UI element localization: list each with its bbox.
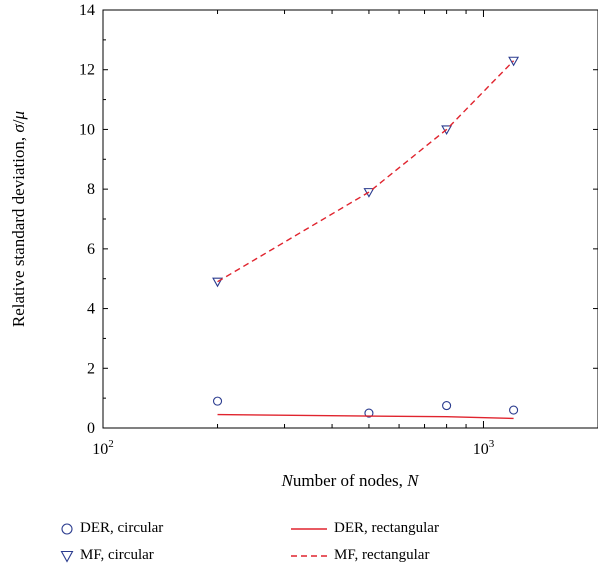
y-tick-label: 14 — [79, 2, 95, 19]
series-line-3 — [217, 60, 515, 283]
legend-swatch — [291, 527, 327, 530]
y-axis-label: Relative standard deviation, σ/μ — [9, 111, 28, 327]
y-tick-label: 0 — [87, 420, 95, 437]
legend-swatch — [60, 550, 74, 563]
y-tick-label: 10 — [79, 121, 95, 138]
legend-label: DER, rectangular — [334, 520, 439, 536]
y-tick-label: 2 — [87, 360, 95, 377]
legend-swatch — [291, 554, 327, 557]
data-point — [508, 56, 520, 67]
legend-label: MF, rectangular — [334, 547, 430, 563]
legend-label: MF, circular — [80, 547, 154, 563]
x-tick-label: 103 — [473, 438, 495, 458]
y-tick-label: 8 — [87, 181, 95, 198]
data-point — [442, 401, 452, 411]
data-point — [363, 188, 375, 198]
y-tick-label: 6 — [87, 241, 95, 258]
y-tick-label: 4 — [87, 301, 95, 318]
series-line-2 — [217, 413, 514, 420]
legend-item: DER, circular — [60, 519, 163, 537]
data-point — [441, 125, 453, 136]
data-point — [509, 405, 519, 415]
legend-label: DER, circular — [80, 520, 164, 536]
legend-item: MF, rectangular — [290, 546, 429, 564]
data-point — [212, 396, 223, 406]
legend-item: MF, circular — [60, 546, 154, 564]
data-point — [212, 277, 223, 288]
y-tick-label: 12 — [79, 62, 95, 79]
x-tick-label: 102 — [92, 438, 114, 458]
x-axis-label: Number of nodes, N — [281, 471, 421, 490]
legend-swatch — [61, 523, 73, 535]
data-point — [364, 408, 374, 418]
legend-item: DER, rectangular — [290, 519, 439, 537]
plot-frame — [102, 9, 598, 429]
